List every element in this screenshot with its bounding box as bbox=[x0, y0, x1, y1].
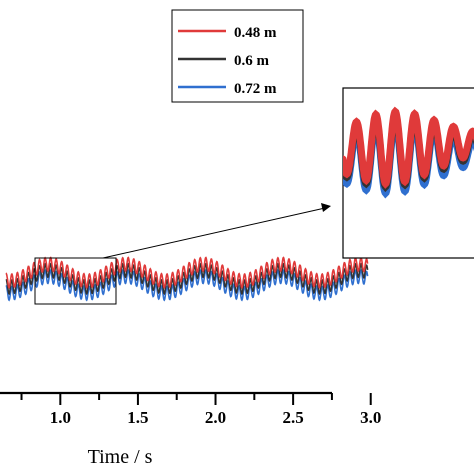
series-line bbox=[5, 262, 369, 296]
legend-label: 0.6 m bbox=[234, 53, 270, 69]
legend: 0.48 m 0.6 m 0.72 m bbox=[171, 9, 304, 103]
x-tick-label: 1.0 bbox=[50, 408, 71, 427]
x-axis: 1.0 1.5 2.0 2.5 3.0 bbox=[0, 391, 381, 427]
zoom-arrow bbox=[102, 207, 326, 259]
series-line bbox=[5, 256, 369, 289]
x-tick-label: 2.0 bbox=[205, 408, 226, 427]
inset-zoom-panel bbox=[342, 87, 474, 259]
inset-series-line bbox=[343, 106, 474, 189]
x-tick-label: 3.0 bbox=[360, 408, 381, 427]
series-line bbox=[5, 268, 369, 302]
x-axis-title: Time / s bbox=[88, 446, 153, 468]
zoom-arrow-head bbox=[321, 203, 331, 212]
x-tick-label: 1.5 bbox=[127, 408, 148, 427]
inset-lines bbox=[343, 106, 474, 199]
main-plot-area bbox=[5, 256, 369, 302]
legend-label: 0.72 m bbox=[234, 81, 277, 97]
legend-label: 0.48 m bbox=[234, 25, 277, 41]
x-tick-label: 2.5 bbox=[282, 408, 303, 427]
zoom-region-box bbox=[34, 257, 117, 305]
